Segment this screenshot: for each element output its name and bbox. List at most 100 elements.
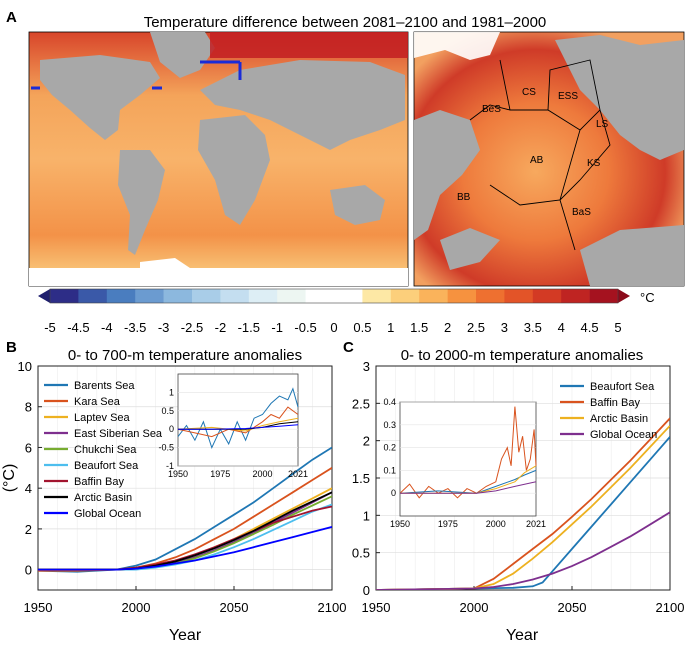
region-label-ls: LS xyxy=(596,119,609,130)
colorbar-tick-label: 4.5 xyxy=(581,320,599,335)
panel-b-legend-label: Barents Sea xyxy=(74,380,135,392)
colorbar-unit: °C xyxy=(640,290,655,305)
panel-c-xtick-label: 2100 xyxy=(656,600,685,615)
panel-b-inset-ytick-label: 0 xyxy=(169,424,174,434)
colorbar-segment xyxy=(106,289,136,303)
panel-b-axes-frame xyxy=(37,365,333,591)
region-label-ess: ESS xyxy=(558,91,578,102)
panel-b-xlabel: Year xyxy=(169,627,202,644)
panel-b-legend-label: Laptev Sea xyxy=(74,412,131,424)
colorbar-tick-label: 2.5 xyxy=(467,320,485,335)
colorbar-segment xyxy=(220,289,250,303)
panel-b-ytick-label: 8 xyxy=(25,400,32,415)
colorbar-segment xyxy=(135,289,164,303)
colorbar-segment xyxy=(362,289,392,303)
colorbar-tick-label: -1.5 xyxy=(238,320,260,335)
panel-c-inset-xtick-label: 1950 xyxy=(390,519,410,529)
panel-c-inset-ytick-label: 0.3 xyxy=(383,420,396,430)
colorbar-segment xyxy=(50,289,79,303)
panel-b-xtick-label: 2050 xyxy=(220,600,249,615)
panel-b-inset-ytick-label: -0.5 xyxy=(158,443,174,453)
panel-c-ytick-label: 3 xyxy=(363,359,370,374)
panel-c-inset-ytick-label: 0.4 xyxy=(383,397,396,407)
panel-b-inset-ytick-label: 1 xyxy=(169,387,174,397)
colorbar-segment xyxy=(504,289,534,303)
panel-b-legend-label: Kara Sea xyxy=(74,396,121,408)
colorbar-segment xyxy=(561,289,590,303)
panel-c-legend-label: Baffin Bay xyxy=(590,397,640,409)
panel-c-xtick-label: 2050 xyxy=(558,600,587,615)
panel-b-xtick-label: 1950 xyxy=(24,600,53,615)
panel-b-ytick-label: 0 xyxy=(25,563,32,578)
panel-b-inset-xtick-label: 1950 xyxy=(168,469,188,479)
colorbar-segment xyxy=(476,289,505,303)
panel-c-ytick-label: 1.5 xyxy=(352,471,370,486)
colorbar-segment xyxy=(277,289,306,303)
panel-c-ytick-label: 0 xyxy=(363,583,370,598)
region-label-bes: BeS xyxy=(482,104,501,115)
region-label-bas: BaS xyxy=(572,207,591,218)
panel-c-inset-ytick-label: 0 xyxy=(391,488,396,498)
colorbar-segment xyxy=(419,289,448,303)
colorbar-segment xyxy=(589,289,619,303)
colorbar-tick-label: 0.5 xyxy=(353,320,371,335)
panel-b-inset-xtick-label: 2000 xyxy=(252,469,272,479)
panel-b-ylabel: (°C) xyxy=(1,464,18,493)
colorbar-tick-label: -2 xyxy=(215,320,227,335)
panel-b-legend-label: Global Ocean xyxy=(74,508,141,520)
region-label-ab: AB xyxy=(530,155,544,166)
panel-c-ytick-label: 2 xyxy=(363,434,370,449)
panel-c-inset-xtick-label: 1975 xyxy=(438,519,458,529)
panel-b-inset-xtick-label: 2021 xyxy=(288,469,308,479)
colorbar-tick-label: -2.5 xyxy=(181,320,203,335)
panel-b-letter: B xyxy=(6,339,17,356)
panel-c-xlabel: Year xyxy=(506,627,539,644)
panel-b-title: 0- to 700-m temperature anomalies xyxy=(68,347,302,364)
panel-b-inset-series-line xyxy=(177,406,299,438)
panel-b-inset-ytick-label: -1 xyxy=(166,461,174,471)
colorbar-tick-label: 1 xyxy=(387,320,394,335)
region-label-cs: CS xyxy=(522,87,536,98)
colorbar-tick-label: 4 xyxy=(558,320,565,335)
panel-c-inset-frame xyxy=(399,401,537,517)
panel-b-inset-xtick-label: 1975 xyxy=(210,469,230,479)
panel-b-xtick-label: 2100 xyxy=(318,600,347,615)
panel-b-inset-series-line xyxy=(178,424,299,430)
panel-c-xtick-label: 2000 xyxy=(460,600,489,615)
colorbar-tick-label: -5 xyxy=(44,320,56,335)
panel-c-inset-xtick-label: 2021 xyxy=(526,519,546,529)
panel-b-ytick-label: 6 xyxy=(25,440,32,455)
panel-b-legend-label: Arctic Basin xyxy=(74,492,132,504)
panel-c-series-line xyxy=(376,417,670,590)
colorbar-tick-label: -1 xyxy=(271,320,283,335)
region-label-ks: KS xyxy=(587,158,601,169)
panel-c-inset-ytick-label: 0.2 xyxy=(383,443,396,453)
colorbar-segment xyxy=(192,289,221,303)
panel-c-inset-series-line xyxy=(399,406,537,499)
panel-c-legend-label: Global Ocean xyxy=(590,429,657,441)
panel-b-ytick-label: 10 xyxy=(18,359,32,374)
colorbar-frame xyxy=(49,288,619,304)
panel-a-letter: A xyxy=(6,9,17,26)
panel-c-title: 0- to 2000-m temperature anomalies xyxy=(401,347,644,364)
colorbar-ticks: -5 -4.5 -4 -3.5 -3 -2.5 -2 -1.5 -1 -0.5 0 0.5 1 1.5 2 2… xyxy=(44,320,621,335)
colorbar-tick-label: 1.5 xyxy=(410,320,428,335)
colorbar-segment xyxy=(447,289,477,303)
colorbar-min-arrow xyxy=(38,289,50,303)
panel-c-ytick-label: 1 xyxy=(363,508,370,523)
colorbar-segment xyxy=(78,289,108,303)
panel-b-legend-label: East Siberian Sea xyxy=(74,428,163,440)
panel-a-title: Temperature difference between 2081–2100… xyxy=(144,14,547,31)
panel-b-xtick-label: 2000 xyxy=(122,600,151,615)
colorbar-segment xyxy=(163,289,193,303)
colorbar-segment xyxy=(305,289,335,303)
panel-b-legend-label: Baffin Bay xyxy=(74,476,124,488)
panel-b-legend-label: Beaufort Sea xyxy=(74,460,139,472)
colorbar-segment xyxy=(248,289,278,303)
panel-b-legend-label: Chukchi Sea xyxy=(74,444,137,456)
colorbar-segment xyxy=(390,289,420,303)
panel-c-inset-ytick-label: 0.1 xyxy=(383,465,396,475)
panel-c-ytick-label: 2.5 xyxy=(352,396,370,411)
